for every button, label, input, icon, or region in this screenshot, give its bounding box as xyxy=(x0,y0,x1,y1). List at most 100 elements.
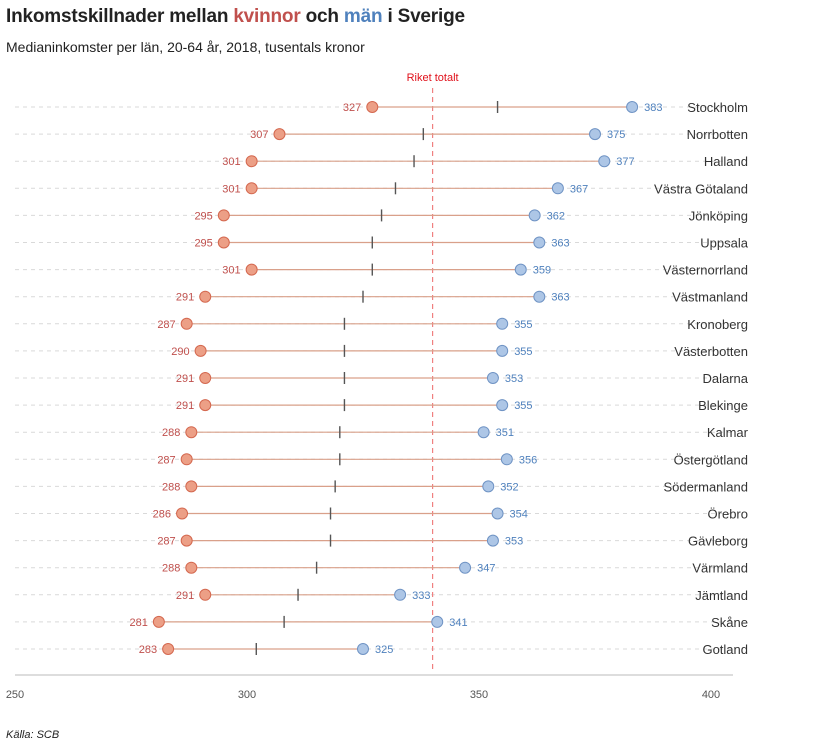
men-value-label: 351 xyxy=(496,427,514,439)
x-tick-label: 400 xyxy=(702,689,720,701)
title-women: kvinnor xyxy=(233,6,301,27)
men-value-label: 363 xyxy=(551,292,569,304)
men-dot xyxy=(528,209,541,222)
women-value-label: 281 xyxy=(129,617,147,629)
men-dot xyxy=(496,344,509,357)
men-dot xyxy=(459,561,472,574)
title-part1: Inkomstskillnader mellan xyxy=(6,6,234,27)
men-dot xyxy=(626,101,639,113)
women-dot xyxy=(245,182,258,195)
women-dot xyxy=(217,209,230,222)
region-label: Värmland xyxy=(692,561,748,576)
title-part3: i Sverige xyxy=(382,6,465,27)
men-value-label: 356 xyxy=(519,454,537,466)
region-label: Halland xyxy=(704,154,748,169)
women-dot xyxy=(180,453,193,466)
women-value-label: 291 xyxy=(176,373,194,385)
men-dot xyxy=(486,534,499,547)
women-value-label: 288 xyxy=(162,427,180,439)
women-value-label: 307 xyxy=(250,129,268,141)
men-value-label: 355 xyxy=(514,346,532,358)
women-dot xyxy=(180,317,193,330)
women-value-label: 287 xyxy=(157,536,175,548)
region-label: Kronoberg xyxy=(687,317,748,332)
men-value-label: 362 xyxy=(547,210,565,222)
region-label: Skåne xyxy=(711,615,748,630)
region-label: Örebro xyxy=(708,507,748,522)
women-dot xyxy=(217,236,230,249)
women-dot xyxy=(185,561,198,574)
women-dot xyxy=(199,372,212,384)
women-dot xyxy=(199,290,212,303)
men-value-label: 375 xyxy=(607,129,625,141)
women-value-label: 291 xyxy=(176,400,194,412)
women-value-label: 301 xyxy=(222,156,240,168)
women-value-label: 286 xyxy=(153,509,171,521)
men-dot xyxy=(394,588,407,601)
region-label: Norrbotten xyxy=(687,127,748,142)
x-tick-label: 250 xyxy=(6,689,24,701)
region-label: Västra Götaland xyxy=(654,181,748,196)
region-label: Jämtland xyxy=(695,588,748,603)
men-value-label: 333 xyxy=(412,590,430,602)
region-label: Västernorrland xyxy=(663,263,748,278)
women-dot xyxy=(162,643,175,655)
reference-label: Riket totalt xyxy=(407,72,459,84)
region-label: Södermanland xyxy=(663,479,748,494)
men-value-label: 355 xyxy=(514,319,532,331)
men-dot xyxy=(482,480,495,493)
women-value-label: 295 xyxy=(194,210,212,222)
women-dot xyxy=(185,426,198,439)
source-note: Källa: SCB xyxy=(6,729,60,741)
women-value-label: 291 xyxy=(176,292,194,304)
men-value-label: 383 xyxy=(644,102,662,114)
women-dot xyxy=(152,615,165,628)
women-value-label: 287 xyxy=(157,454,175,466)
chart-subtitle: Medianinkomster per län, 20-64 år, 2018,… xyxy=(6,39,365,55)
men-dot xyxy=(496,317,509,330)
women-value-label: 327 xyxy=(343,102,361,114)
men-value-label: 347 xyxy=(477,563,495,575)
men-value-label: 353 xyxy=(505,536,523,548)
women-dot xyxy=(273,128,286,141)
women-value-label: 301 xyxy=(222,183,240,195)
women-value-label: 301 xyxy=(222,265,240,277)
women-dot xyxy=(185,480,198,493)
men-dot xyxy=(491,507,504,520)
region-label: Blekinge xyxy=(698,398,748,413)
men-dot xyxy=(500,453,513,466)
men-dot xyxy=(477,426,490,439)
women-value-label: 288 xyxy=(162,563,180,575)
men-dot xyxy=(357,643,369,655)
region-label: Kalmar xyxy=(707,425,749,440)
region-label: Jönköping xyxy=(689,208,748,223)
men-dot xyxy=(496,399,509,412)
women-value-label: 283 xyxy=(139,644,157,656)
women-value-label: 287 xyxy=(157,319,175,331)
men-value-label: 325 xyxy=(375,644,393,656)
region-label: Östergötland xyxy=(674,452,748,467)
x-tick-label: 300 xyxy=(238,689,256,701)
women-value-label: 290 xyxy=(171,346,189,358)
men-dot xyxy=(533,290,546,303)
men-value-label: 355 xyxy=(514,400,532,412)
men-value-label: 377 xyxy=(616,156,634,168)
men-dot xyxy=(551,182,564,195)
region-label: Gotland xyxy=(702,642,748,657)
women-dot xyxy=(180,534,193,547)
women-dot xyxy=(176,507,189,520)
women-value-label: 288 xyxy=(162,481,180,493)
men-dot xyxy=(589,128,601,141)
men-value-label: 354 xyxy=(510,509,528,521)
men-dot xyxy=(598,155,611,168)
region-label: Gävleborg xyxy=(688,534,748,549)
women-dot xyxy=(194,344,207,357)
chart-title: Inkomstskillnader mellan kvinnor och män… xyxy=(6,6,465,28)
title-men: män xyxy=(343,6,383,27)
men-value-label: 367 xyxy=(570,183,588,195)
women-dot xyxy=(245,155,258,168)
title-part2: och xyxy=(300,6,344,27)
women-dot xyxy=(245,263,258,276)
region-label: Västmanland xyxy=(672,290,748,305)
